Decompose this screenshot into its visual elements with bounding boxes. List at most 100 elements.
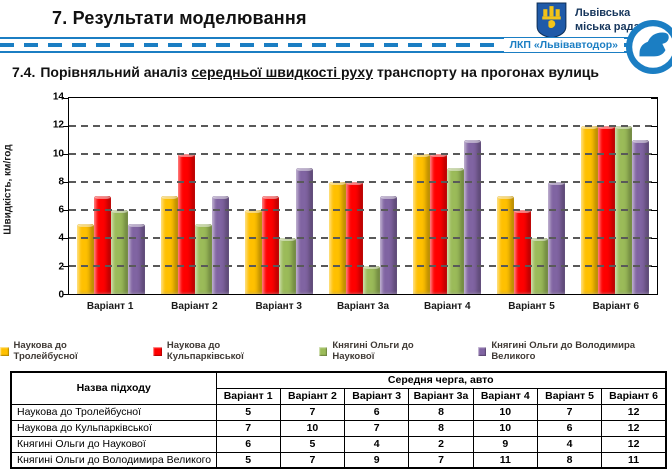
table-cell-value: 10 [279,419,346,437]
table-cell-name: Княгині Ольги до Наукової [10,435,217,453]
gridline [69,237,657,240]
bar [77,224,94,294]
table-cell-value: 8 [408,403,474,421]
bar [447,168,464,294]
legend-label: Наукова до Кульпарківської [166,340,244,362]
y-tick-label: 0 [58,289,64,301]
bar [497,196,514,294]
table-cell-value: 7 [344,419,410,437]
legend-item: Наукова до Кульпарківської [153,340,292,362]
bar [363,266,380,294]
y-tick-label: 8 [58,176,64,188]
y-tick-label: 12 [52,119,64,131]
table-cell-value: 9 [344,451,410,469]
bar [413,154,430,294]
bar [161,196,178,294]
table-cell-value: 12 [601,435,667,453]
y-tick-mark [651,125,657,127]
table-header-variant: Варіант 3а [408,387,474,405]
chart-legend: Наукова до Тролейбусної Наукова до Кульпа… [0,340,672,362]
legend-label: Княгині Ольги до Володимира Великого [491,340,636,362]
x-tick-label: Варіант 1 [86,301,134,312]
avtodor-label: ЛКП «Львівавтодор» [503,38,624,52]
section-title-underlined: середньої швидкості руху [191,64,374,80]
gridline [69,209,657,211]
table-cell-value: 7 [408,451,474,469]
table-cell-value: 6 [344,403,410,421]
section-title-prefix: Порівняльний аналіз [40,64,192,80]
y-tick-mark [63,125,69,127]
legend-swatch [318,346,328,356]
y-axis: 0 2 4 6 8 10 12 14 [40,92,64,301]
table-header-variant: Варіант 3 [344,387,410,405]
page-title: 7. Результати моделювання [52,8,307,28]
gridline [69,265,657,268]
table-cell-value: 6 [536,419,603,437]
table-header-variants-row: Варіант 1 Варіант 2 Варіант 3 Варіант 3а Вар… [11,387,667,405]
section-title: 7.4. Порівняльний аналіз середньої швидко… [12,64,667,80]
y-tick-mark [63,265,69,268]
table-row: Княгині Ольги до Наукової 6 5 4 2 9 4 12 [10,435,667,453]
x-tick-label: Варіант 3 [255,301,302,312]
slide-header: 7. Результати моделювання Львівська місь… [0,0,672,40]
table-header-name: Назва підходу [10,371,217,405]
gridline [69,125,657,127]
table-cell-value: 4 [536,435,603,453]
y-tick-mark [651,181,657,184]
y-tick-mark [63,293,69,295]
table-cell-value: 5 [215,451,281,469]
legend-item: Княгині Ольги до Володимира Великого [477,340,672,362]
x-axis: Варіант 1 Варіант 2 Варіант 3 Варіант 3а Вар… [68,301,658,312]
bar [111,210,128,294]
table-cell-value: 8 [408,419,474,437]
legend-swatch [0,346,9,356]
y-tick-mark [63,209,69,211]
table-cell-value: 11 [601,451,667,469]
table-cell-value: 6 [215,435,281,453]
bar [632,140,649,294]
legend-label: Наукова до Тролейбусної [13,340,78,362]
y-tick-mark [63,153,69,155]
gridline [69,153,657,155]
results-table: Назва підходу Середня черга, авто Варіан… [10,371,667,469]
legend-item: Княгині Ольги до Наукової [318,340,452,362]
legend-swatch [153,346,162,356]
y-tick-label: 6 [58,204,64,216]
legend-label: Княгині Ольги до Наукової [332,340,414,362]
bar [178,154,195,294]
table-header-variant: Варіант 4 [472,387,538,405]
divider-line-bottom [0,51,672,53]
table-header-group: Середня черга, авто [215,371,667,389]
bar [380,196,397,294]
y-tick-label: 2 [58,261,64,273]
bar [128,224,145,294]
lviv-city-council-logo [536,2,567,39]
plot-area [63,97,658,295]
y-tick-mark [63,237,69,240]
table-header-variant: Варіант 1 [215,387,281,405]
table-cell-value: 7 [536,403,603,421]
table-cell-value: 7 [279,451,346,469]
table-row: Наукова до Кульпарківської 7 10 7 8 10 6 12 [10,419,667,437]
table-cell-value: 10 [472,419,538,437]
section-number: 7.4. [12,64,36,80]
section-title-suffix: транспорту на прогонах вулиць [373,64,600,80]
bar [212,196,229,294]
table-row: Наукова до Тролейбусної 5 7 6 8 10 7 12 [10,403,667,421]
x-tick-label: Варіант 5 [508,301,555,312]
council-name: Львівська міська рада [575,7,640,34]
lvivavtodor-logo [626,20,672,74]
y-tick-label: 10 [52,148,64,160]
y-tick-label: 4 [58,232,64,244]
bar [94,196,111,294]
bar-group [153,98,237,294]
table-cell-value: 9 [472,435,538,453]
legend-swatch [477,346,487,356]
table-cell-value: 2 [408,435,474,453]
table-cell-value: 4 [344,435,410,453]
y-tick-mark [651,153,657,155]
bar [296,168,313,294]
header-divider: ЛКП «Львівавтодор» [0,20,672,74]
